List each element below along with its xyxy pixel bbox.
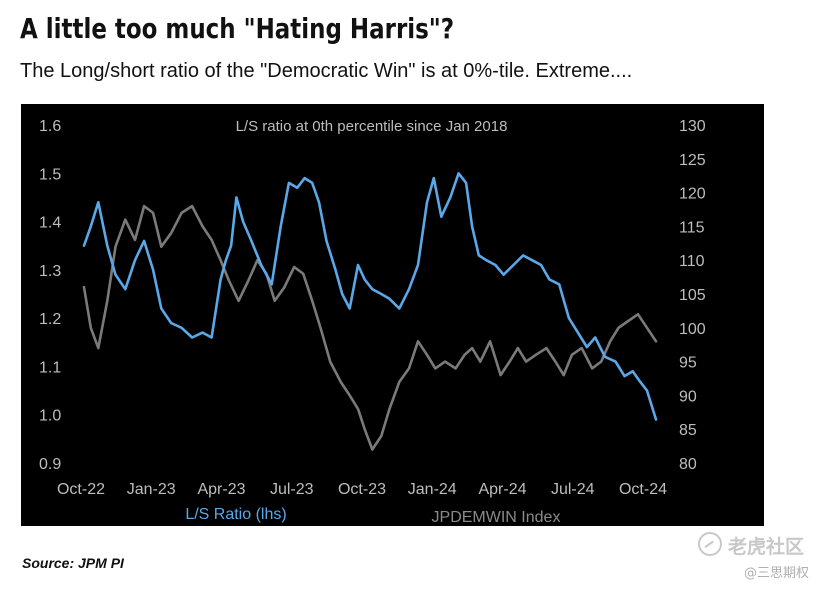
y-right-tick-label: 105 — [679, 287, 706, 304]
y-left-tick-label: 1.6 — [39, 118, 61, 135]
series-line-jpdemwin — [82, 204, 658, 451]
x-tick-label: Jan-23 — [127, 481, 176, 498]
page-title: A little too much "Hating Harris"? — [20, 12, 455, 45]
y-right-tick-label: 115 — [679, 219, 705, 236]
page-subtitle: The Long/short ratio of the "Democratic … — [20, 60, 633, 82]
y-right-tick-label: 130 — [679, 118, 706, 135]
watermark-handle: @三思期权 — [744, 566, 810, 581]
x-tick-label: Apr-24 — [478, 481, 526, 498]
x-tick-label: Oct-23 — [338, 481, 386, 498]
y-right-tick-label: 110 — [679, 253, 705, 270]
y-left-tick-label: 1.5 — [39, 166, 61, 183]
legend-label-ls-ratio: L/S Ratio (lhs) — [185, 506, 286, 523]
x-tick-label: Jan-24 — [408, 481, 457, 498]
source-note: Source: JPM PI — [22, 555, 124, 571]
y-right-tick-label: 85 — [679, 422, 697, 439]
y-left-tick-label: 1.3 — [39, 263, 61, 280]
y-left-tick-label: 1.4 — [39, 215, 61, 232]
x-tick-label: Oct-22 — [57, 481, 105, 498]
chart-panel: L/S ratio at 0th percentile since Jan 20… — [21, 104, 764, 526]
y-left-tick-label: 1.0 — [39, 408, 61, 425]
watermark-brand: 老虎社区 — [728, 536, 805, 558]
legend-label-jpdemwin: JPDEMWIN Index — [432, 509, 561, 526]
watermark: 老虎社区 @三思期权 — [698, 532, 818, 582]
y-left-tick-label: 1.2 — [39, 311, 61, 328]
y-right-tick-label: 125 — [679, 152, 706, 169]
line-chart: L/S ratio at 0th percentile since Jan 20… — [39, 118, 706, 526]
y-left-tick-label: 1.1 — [39, 359, 61, 376]
x-tick-label: Apr-23 — [197, 481, 245, 498]
x-tick-label: Jul-23 — [270, 481, 314, 498]
y-right-tick-label: 80 — [679, 456, 697, 473]
x-tick-label: Jul-24 — [551, 481, 595, 498]
y-right-tick-label: 95 — [679, 355, 697, 372]
y-right-tick-label: 90 — [679, 388, 697, 405]
x-tick-label: Oct-24 — [619, 481, 667, 498]
y-right-tick-label: 100 — [679, 321, 706, 338]
series-line-ls-ratio — [82, 172, 658, 421]
y-left-tick-label: 0.9 — [39, 456, 61, 473]
y-right-tick-label: 120 — [679, 186, 706, 203]
chart-annotation: L/S ratio at 0th percentile since Jan 20… — [236, 118, 508, 135]
tiger-logo-icon — [698, 532, 722, 556]
